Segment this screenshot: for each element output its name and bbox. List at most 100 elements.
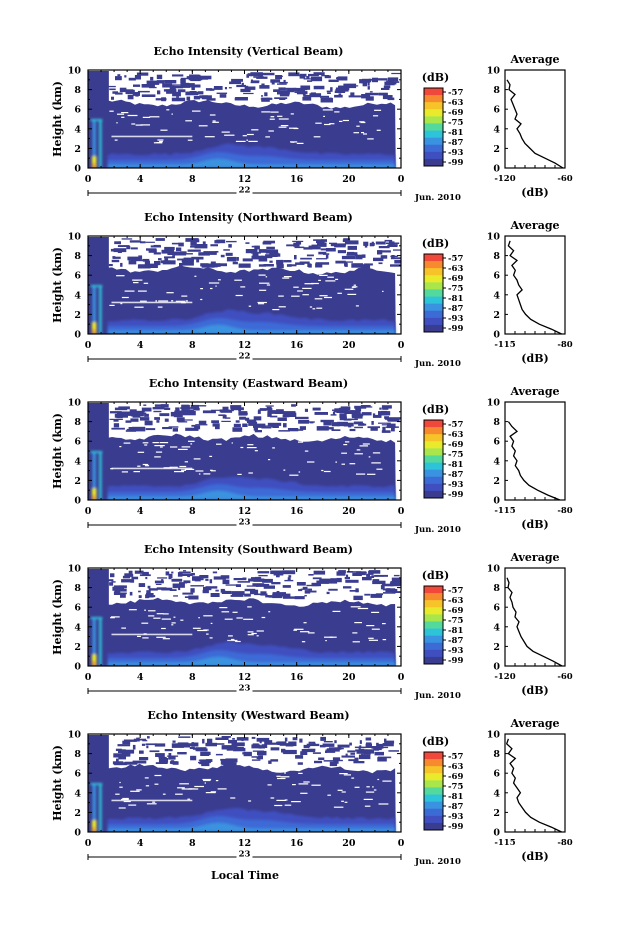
upper-echo <box>361 753 364 756</box>
upper-echo <box>378 411 391 416</box>
upper-echo <box>253 416 262 421</box>
upper-echo <box>171 743 184 748</box>
echo-gap <box>248 140 258 142</box>
upper-echo <box>390 255 398 258</box>
upper-echo <box>145 595 156 598</box>
upper-echo <box>391 72 401 75</box>
upper-echo <box>282 596 296 599</box>
colorbar-swatch <box>424 586 443 594</box>
y-tick-label: 2 <box>74 476 81 487</box>
upper-echo <box>120 749 135 754</box>
upper-echo <box>257 750 267 756</box>
colorbar-swatch <box>424 752 443 760</box>
upper-echo <box>113 585 124 590</box>
echo-gap <box>268 130 274 132</box>
colorbar-tick-label: -57 <box>448 88 463 98</box>
upper-echo <box>145 594 150 599</box>
echo-gap <box>247 631 254 633</box>
upper-echo <box>225 252 233 256</box>
x-tick-label: 8 <box>189 672 196 683</box>
upper-echo <box>178 421 188 423</box>
upper-echo <box>261 97 270 102</box>
upper-echo <box>144 413 149 417</box>
upper-echo <box>129 591 133 596</box>
upper-echo <box>233 578 247 581</box>
upper-echo <box>295 262 305 265</box>
echo-gap <box>378 803 389 805</box>
upper-echo <box>358 406 373 408</box>
echo-gap <box>324 296 332 299</box>
upper-echo <box>183 743 196 746</box>
upper-echo <box>173 251 187 256</box>
rain-core <box>99 617 102 666</box>
echo-gap <box>149 116 160 118</box>
upper-echo <box>207 738 213 744</box>
colorbar-swatch <box>424 642 443 651</box>
upper-echo <box>351 413 364 417</box>
echo-gap <box>343 444 348 446</box>
upper-echo <box>254 430 262 433</box>
colorbar-swatch <box>424 88 443 96</box>
echo-gap <box>270 116 275 118</box>
upper-echo <box>154 743 166 747</box>
echo-gap <box>376 468 383 470</box>
echo-gap <box>203 629 209 631</box>
echo-gap <box>298 441 304 443</box>
melting-layer <box>90 617 103 619</box>
upper-echo <box>363 241 369 246</box>
echo-gap <box>237 473 242 475</box>
upper-echo <box>210 593 220 597</box>
echo-gap <box>382 623 386 625</box>
upper-echo <box>230 405 242 409</box>
average-y-tick-label: 0 <box>493 828 500 839</box>
upper-echo <box>335 260 346 264</box>
echo-gap <box>128 804 137 806</box>
upper-echo <box>304 595 307 597</box>
echo-gap <box>315 122 322 124</box>
upper-echo <box>326 427 334 430</box>
echo-gap <box>347 293 357 295</box>
average-profile-line <box>506 577 563 667</box>
upper-echo <box>191 742 195 745</box>
echo-gap <box>247 606 252 608</box>
upper-echo <box>210 261 216 265</box>
upper-echo <box>369 242 374 247</box>
upper-echo <box>295 416 309 420</box>
colorbar-swatch <box>424 261 443 269</box>
upper-echo <box>340 747 344 750</box>
upper-echo <box>185 91 199 96</box>
upper-echo <box>130 579 135 583</box>
upper-echo <box>195 239 200 243</box>
echo-gap <box>248 305 252 307</box>
upper-echo <box>296 91 308 95</box>
upper-echo <box>328 588 338 591</box>
upper-echo <box>377 757 387 762</box>
upper-echo <box>302 96 312 101</box>
average-x-label: (dB) <box>521 518 548 531</box>
upper-echo <box>182 592 194 595</box>
colorbar-swatch <box>424 635 443 644</box>
x-tick-label: 20 <box>342 506 356 517</box>
echo-gap <box>145 785 150 787</box>
echo-gap <box>272 447 275 449</box>
upper-echo <box>286 412 297 417</box>
x-tick-label: 0 <box>398 672 405 683</box>
upper-echo <box>117 74 121 77</box>
echo-gap <box>184 461 188 463</box>
upper-echo <box>220 760 230 765</box>
echo-gap <box>179 465 187 468</box>
echo-gap <box>180 619 184 621</box>
echo-gap <box>329 636 337 638</box>
echo-gap <box>137 451 145 453</box>
upper-echo <box>144 420 153 426</box>
average-y-tick-label: 2 <box>493 144 500 155</box>
upper-echo <box>171 87 176 90</box>
upper-echo <box>113 423 120 428</box>
rain-core <box>99 451 102 500</box>
echo-gap <box>216 443 222 445</box>
upper-echo <box>369 91 373 93</box>
echo-gap <box>356 473 366 475</box>
colorbar-tick-label: -57 <box>448 420 463 430</box>
echo-gap <box>258 274 266 276</box>
upper-echo <box>156 74 163 80</box>
